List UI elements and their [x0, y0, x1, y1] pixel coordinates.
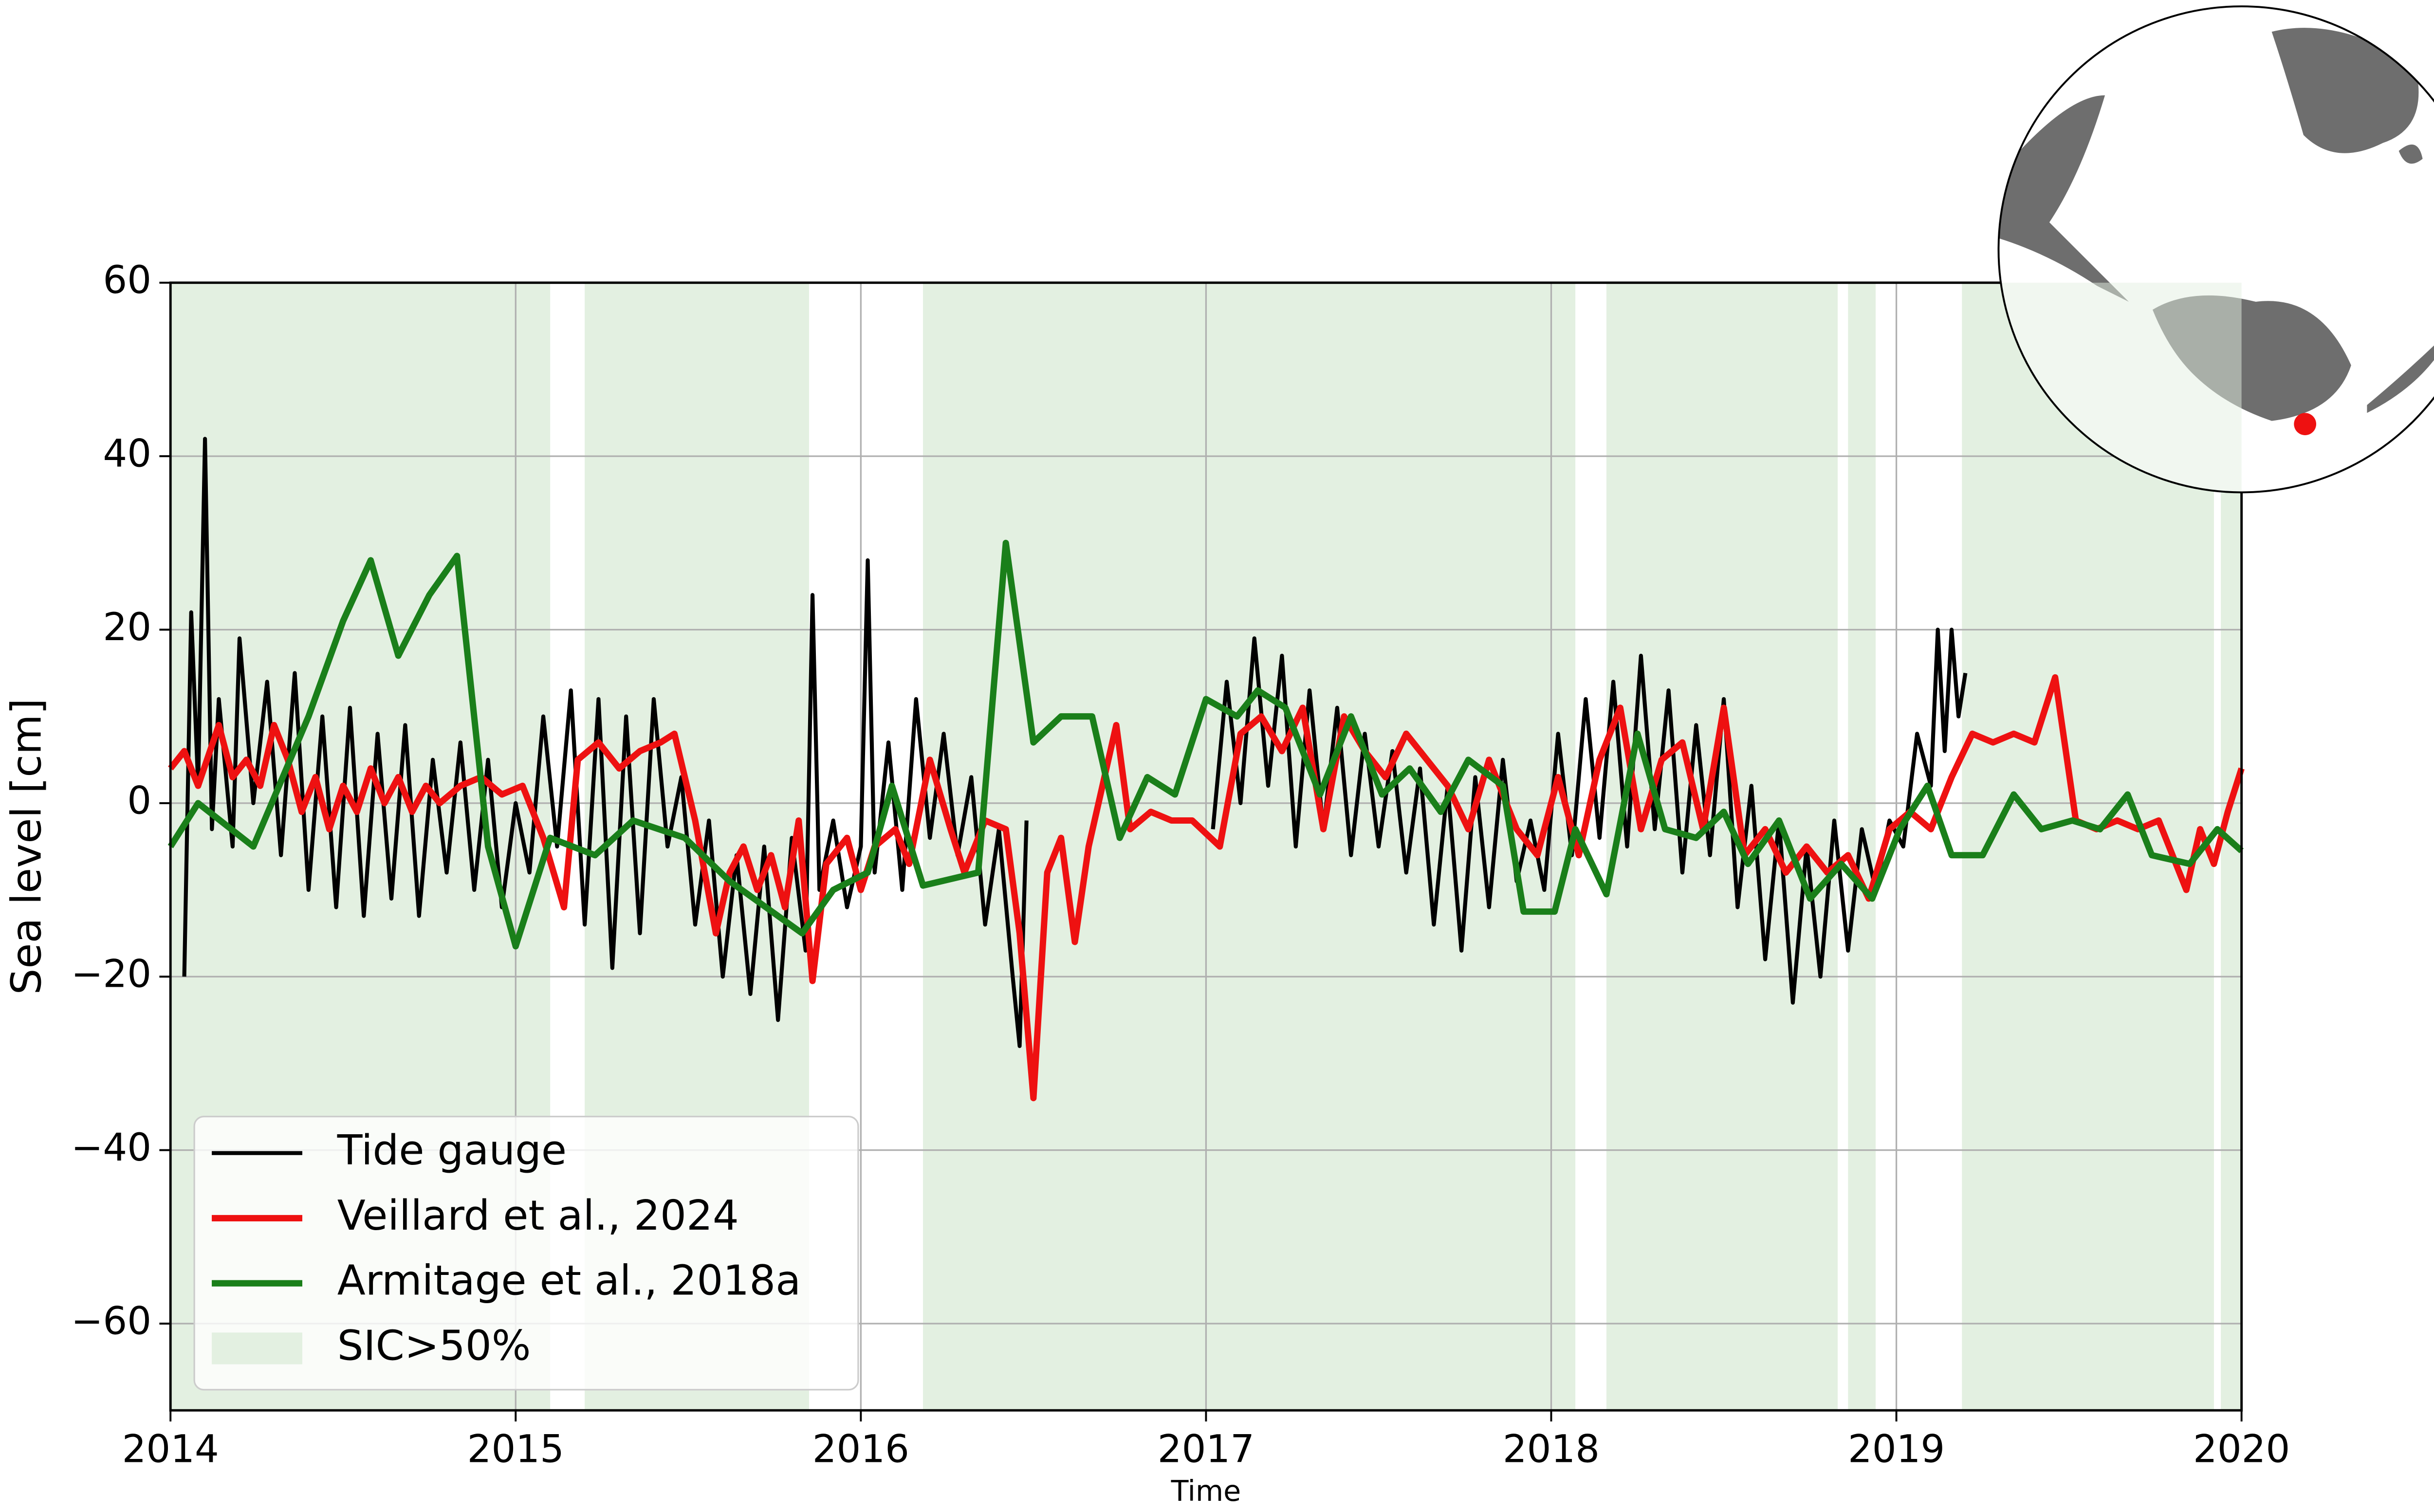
legend-label: Tide gauge	[337, 1126, 567, 1175]
globe-outline	[1997, 5, 2434, 494]
x-tick-label: 2017	[1158, 1427, 1254, 1472]
x-tick-label: 2020	[2193, 1427, 2290, 1472]
y-tick-label: 40	[103, 432, 151, 476]
sic-shade	[1606, 282, 1838, 1411]
y-axis-label: Sea level [cm]	[2, 698, 51, 995]
legend: Tide gauge Veillard et al., 2024 Armitage …	[193, 1115, 859, 1391]
sic-shade	[922, 282, 1576, 1411]
x-tick-label: 2015	[467, 1427, 564, 1472]
y-tick-label: 20	[103, 605, 151, 649]
y-tick-label: 0	[127, 778, 151, 823]
legend-label: Veillard et al., 2024	[337, 1192, 739, 1240]
legend-box	[193, 1115, 859, 1391]
land	[2398, 144, 2423, 164]
legend-swatch	[212, 1332, 303, 1364]
x-tick-label: 2019	[1848, 1427, 1945, 1472]
x-tick-label: 2016	[812, 1427, 909, 1472]
y-tick-label: −20	[71, 952, 151, 996]
site-marker	[2294, 413, 2316, 435]
globe-inset	[1997, 5, 2434, 494]
land	[1998, 95, 2129, 302]
x-axis-label: Time	[1171, 1474, 1241, 1508]
y-tick-label: −60	[71, 1299, 151, 1343]
ticks-layer: −60 −40 −20 0 20 40 60 2014 2015 2016 2017 2018 2019…	[71, 258, 2290, 1471]
land	[2367, 325, 2434, 413]
series-line	[167, 539, 2244, 950]
series-line	[182, 437, 1968, 1048]
legend-label: Armitage et al., 2018a	[337, 1257, 801, 1305]
x-tick-label: 2018	[1503, 1427, 1600, 1472]
land	[2271, 28, 2419, 153]
y-tick-label: −40	[71, 1125, 151, 1170]
y-tick-label: 60	[103, 258, 151, 302]
x-tick-label: 2014	[122, 1427, 219, 1472]
legend-label: SIC>50%	[337, 1322, 531, 1370]
series-line	[168, 674, 2245, 1102]
lines-layer	[167, 437, 2245, 1102]
